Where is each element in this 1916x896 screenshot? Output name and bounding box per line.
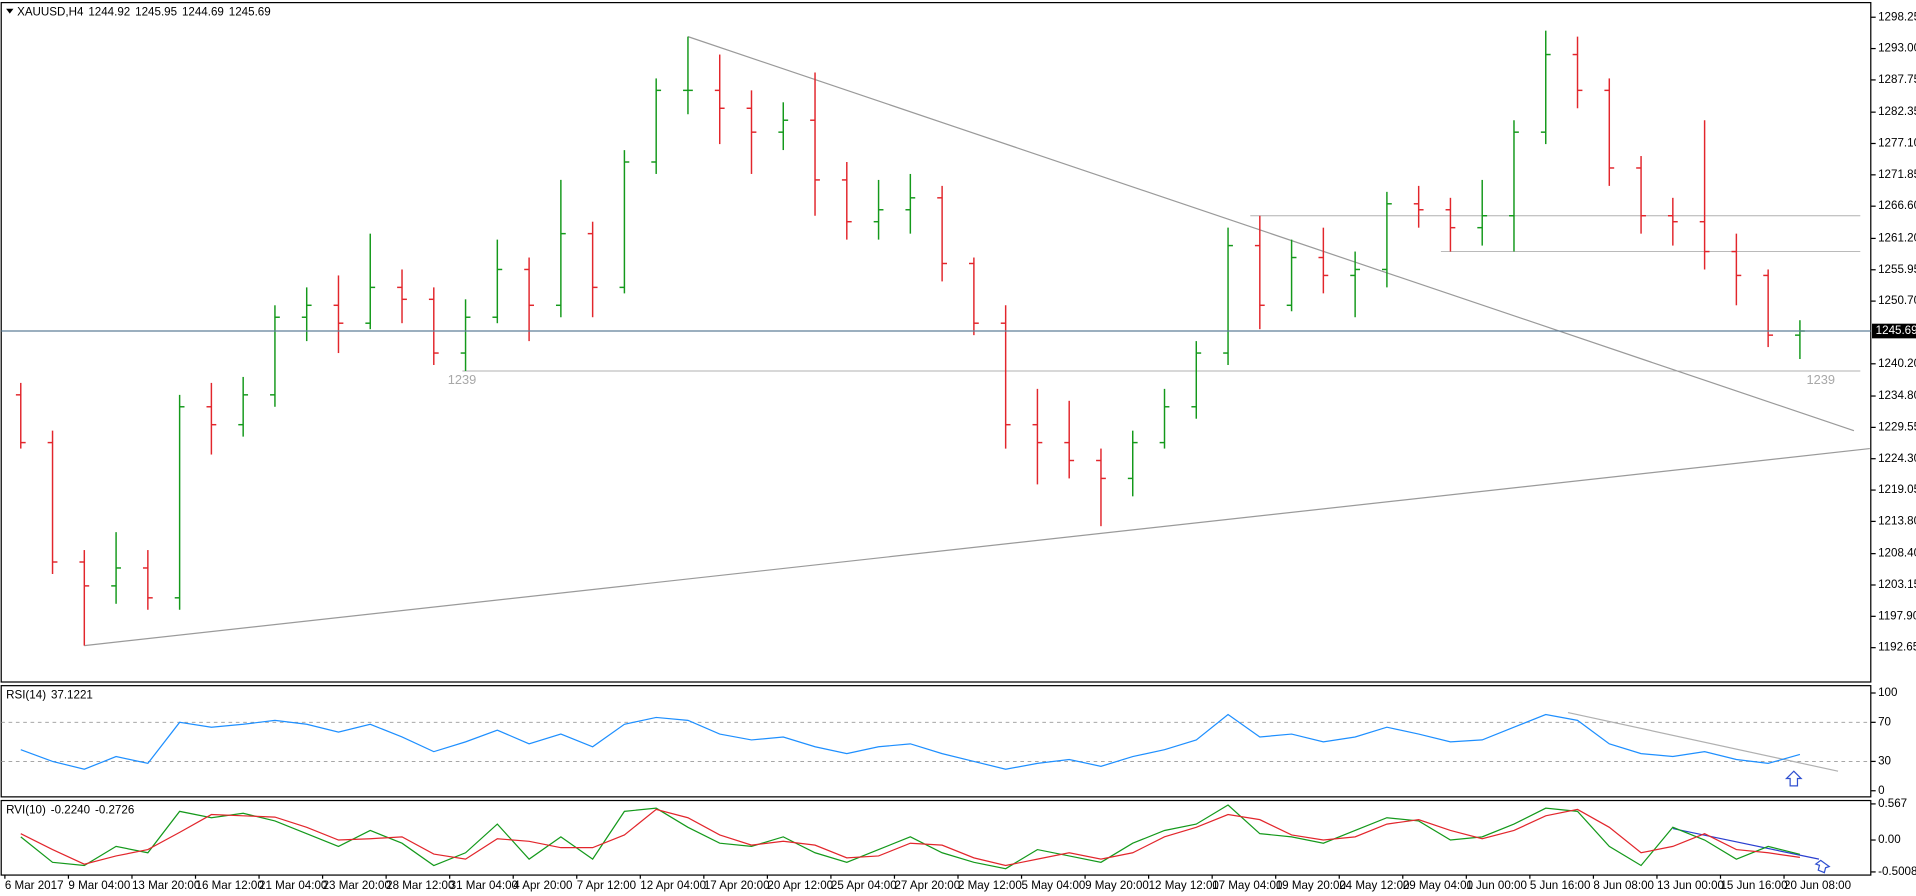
price-label: 1245.69 [1876, 324, 1916, 337]
x-tick-label: 5 May 04:00 [1022, 879, 1086, 892]
y-tick-label: 0 [1878, 784, 1884, 797]
indicator-title: RVI(10) [6, 803, 46, 816]
level-label: 1239 [1807, 372, 1836, 387]
panel-frame [0, 685, 1872, 798]
x-tick-label: 8 Jun 08:00 [1593, 879, 1654, 892]
collapse-icon[interactable] [6, 8, 14, 14]
y-tick-label: 70 [1878, 715, 1891, 728]
x-tick-label: 15 Jun 16:00 [1720, 879, 1787, 892]
indicator-line [20, 713, 1801, 770]
trend-line [687, 36, 1855, 432]
x-tick-label: 23 Mar 20:00 [323, 879, 391, 892]
y-tick-label: 1213.80 [1878, 514, 1916, 527]
x-tick-label: 13 Jun 00:00 [1657, 879, 1724, 892]
x-tick-label: 9 Mar 04:00 [68, 879, 130, 892]
price-label-box [1872, 323, 1916, 339]
header-value: 37.1221 [51, 689, 93, 702]
y-tick-label: 1271.85 [1878, 168, 1916, 181]
x-tick-label: 5 Jun 16:00 [1530, 879, 1591, 892]
x-tick-label: 17 May 04:00 [1212, 879, 1282, 892]
trend-line [1672, 827, 1820, 860]
x-tick-label: 12 May 12:00 [1149, 879, 1219, 892]
x-tick-label: 17 Apr 20:00 [704, 879, 770, 892]
x-tick-label: 9 May 20:00 [1085, 879, 1149, 892]
y-tick-label: 1229.55 [1878, 420, 1916, 433]
panel-frame [0, 1, 1872, 683]
x-tick-label: 19 May 20:00 [1276, 879, 1346, 892]
y-tick-label: 1250.70 [1878, 294, 1916, 307]
x-tick-label: 1 Jun 00:00 [1466, 879, 1527, 892]
header-value: 1244.92 [88, 5, 130, 18]
y-tick-label: 30 [1878, 754, 1891, 767]
x-tick-label: 24 May 12:00 [1339, 879, 1409, 892]
y-tick-label: 1240.20 [1878, 357, 1916, 370]
x-tick-label: 13 Mar 20:00 [132, 879, 200, 892]
x-tick-label: 4 Apr 20:00 [513, 879, 572, 892]
header-value: 1245.69 [229, 5, 271, 18]
y-tick-label: 1208.40 [1878, 547, 1916, 560]
x-tick-label: 2 May 12:00 [958, 879, 1022, 892]
header-value: 1244.69 [182, 5, 224, 18]
indicator-title: XAUUSD,H4 [17, 5, 84, 18]
x-tick-label: 16 Mar 12:00 [196, 879, 264, 892]
x-tick-label: 27 Apr 20:00 [894, 879, 960, 892]
header-value: -0.2240 [51, 803, 90, 816]
x-tick-label: 21 Mar 04:00 [259, 879, 327, 892]
indicator-title: RSI(14) [6, 689, 46, 702]
header-value: 1245.95 [135, 5, 177, 18]
header-value: -0.2726 [95, 803, 134, 816]
y-tick-label: 1293.00 [1878, 42, 1916, 55]
x-tick-label: 29 May 04:00 [1403, 879, 1473, 892]
y-tick-label: 1266.60 [1878, 199, 1916, 212]
panel-header: XAUUSD,H4 1244.92 1245.95 1244.69 1245.69 [17, 5, 271, 18]
y-tick-label: 1261.20 [1878, 231, 1916, 244]
y-tick-label: 1219.05 [1878, 483, 1916, 496]
y-tick-label: 1197.90 [1878, 609, 1916, 622]
rsi-arrow [1784, 770, 1803, 787]
x-tick-label: 6 Mar 2017 [5, 879, 64, 892]
y-tick-label: 1298.25 [1878, 10, 1916, 23]
y-tick-label: -0.5008 [1878, 865, 1916, 878]
x-tick-label: 7 Apr 12:00 [577, 879, 636, 892]
panel-frame [0, 799, 1872, 876]
x-tick-label: 20 Jun 08:00 [1784, 879, 1851, 892]
trend-line [1567, 711, 1839, 772]
y-tick-label: 1234.80 [1878, 389, 1916, 402]
x-tick-label: 20 Apr 12:00 [767, 879, 833, 892]
y-tick-label: 0.567 [1878, 797, 1907, 810]
level-label: 1239 [448, 372, 477, 387]
panel-header: RSI(14) 37.1221 [6, 689, 93, 702]
rvi-arrow [1814, 859, 1831, 874]
x-tick-label: 12 Apr 04:00 [640, 879, 706, 892]
y-tick-label: 1282.35 [1878, 105, 1916, 118]
x-tick-label: 31 Mar 04:00 [450, 879, 518, 892]
panel-header: RVI(10) -0.2240 -0.2726 [6, 803, 134, 816]
indicator-line [20, 808, 1801, 867]
y-tick-label: 1277.10 [1878, 137, 1916, 150]
y-tick-label: 1287.75 [1878, 73, 1916, 86]
y-tick-label: 1192.65 [1878, 641, 1916, 654]
y-tick-label: 0.00 [1878, 833, 1901, 846]
y-tick-label: 1224.30 [1878, 452, 1916, 465]
x-tick-label: 28 Mar 12:00 [386, 879, 454, 892]
y-tick-label: 1255.95 [1878, 263, 1916, 276]
indicator-line [20, 804, 1801, 870]
trend-line [84, 447, 1870, 647]
y-tick-label: 1203.15 [1878, 578, 1916, 591]
y-tick-label: 100 [1878, 686, 1897, 699]
x-tick-label: 25 Apr 04:00 [831, 879, 897, 892]
